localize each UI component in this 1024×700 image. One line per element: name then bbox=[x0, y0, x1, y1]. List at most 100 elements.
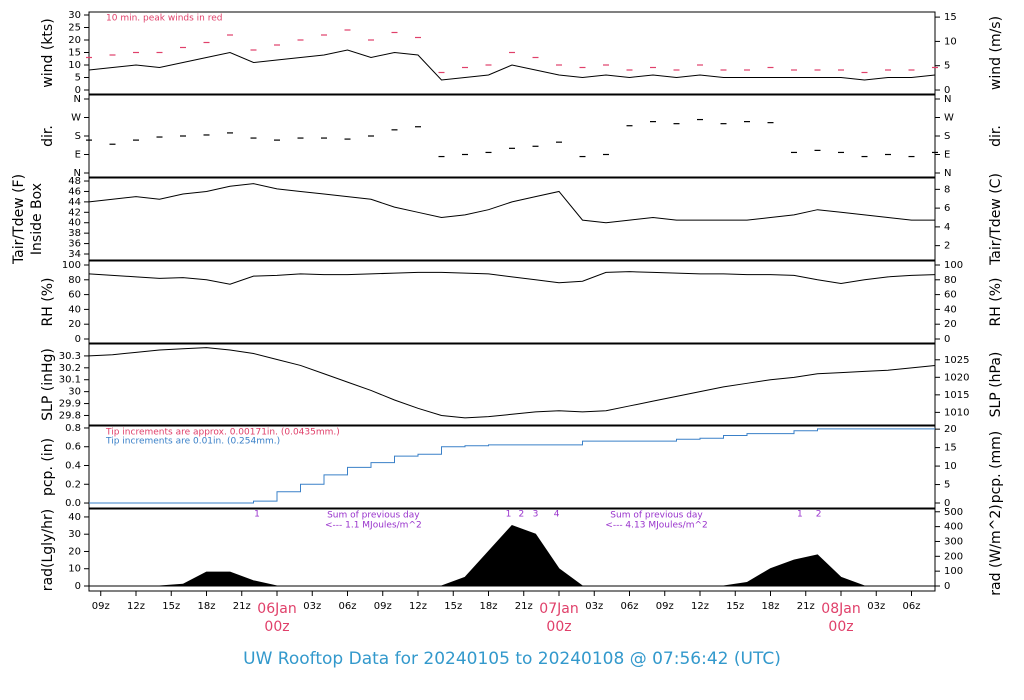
y-tick-label: 36 bbox=[68, 239, 81, 250]
area bbox=[89, 524, 935, 587]
y-tick-label: 0.4 bbox=[65, 460, 81, 471]
y-tick-label: E bbox=[75, 149, 81, 160]
x-tick-label: 21z bbox=[233, 601, 251, 612]
y2-tick-label: 0 bbox=[944, 334, 950, 345]
y2-tick-label: 15 bbox=[944, 443, 957, 454]
x-tick-label: 18z bbox=[762, 601, 780, 612]
y-tick-label: 30 bbox=[68, 387, 81, 398]
y2-tick-label: 300 bbox=[944, 536, 963, 547]
y2-axis-label: Tair/Tdew (C) bbox=[988, 173, 1004, 266]
marker-label: 1 bbox=[254, 510, 260, 520]
y-tick-label: 20 bbox=[68, 35, 81, 46]
x-tick-label: 03z bbox=[303, 601, 321, 612]
y2-axis-label: RH (%) bbox=[988, 278, 1004, 327]
y2-axis-label: wind (m/s) bbox=[988, 16, 1004, 90]
x-tick-label: 15z bbox=[726, 601, 744, 612]
x-tick-label: 03z bbox=[867, 601, 885, 612]
panel-frame bbox=[88, 508, 936, 592]
note: Sum of previous day bbox=[327, 511, 420, 521]
panel-frame bbox=[88, 425, 936, 509]
day-tick-label: 00z bbox=[264, 619, 289, 635]
annotation: Tip increments are 0.01in. (0.254mm.) bbox=[105, 437, 280, 447]
y-tick-label: 25 bbox=[68, 23, 81, 34]
y2-tick-label: W bbox=[944, 113, 954, 124]
marker-label: 4 bbox=[554, 510, 560, 520]
y-tick-label: W bbox=[71, 113, 81, 124]
annotation: 10 min. peak winds in red bbox=[106, 14, 223, 24]
line bbox=[88, 49, 936, 81]
y-tick-label: 46 bbox=[68, 186, 81, 197]
y2-tick-label: 0 bbox=[944, 498, 950, 509]
x-tick-label: 15z bbox=[444, 601, 462, 612]
note: Sum of previous day bbox=[610, 511, 703, 521]
y-tick-label: S bbox=[75, 131, 81, 142]
marker-label: 3 bbox=[533, 510, 539, 520]
panel-frame bbox=[88, 343, 936, 426]
y2-tick-label: 0 bbox=[944, 85, 950, 96]
y-tick-label: 0.2 bbox=[65, 479, 81, 490]
line bbox=[88, 271, 936, 285]
x-tick-label: 09z bbox=[656, 601, 674, 612]
y-tick-label: 0.8 bbox=[65, 423, 81, 434]
y2-tick-label: 1020 bbox=[944, 372, 969, 383]
y2-axis-label: SLP (hPa) bbox=[988, 352, 1004, 418]
y-tick-label: 0 bbox=[75, 85, 81, 96]
y-tick-label: 38 bbox=[68, 228, 81, 239]
y2-tick-label: N bbox=[944, 168, 951, 179]
y-tick-label: 10 bbox=[68, 60, 81, 71]
day-tick-label: 00z bbox=[828, 619, 853, 635]
y-tick-label: N bbox=[74, 168, 81, 179]
y2-axis-label: dir. bbox=[988, 125, 1004, 147]
y-axis-label: RH (%) bbox=[40, 278, 56, 327]
y-axis-label: pcp. (in) bbox=[40, 438, 56, 496]
panel-frame bbox=[88, 260, 936, 344]
y2-tick-label: 100 bbox=[944, 566, 963, 577]
y2-tick-label: 1010 bbox=[944, 407, 969, 418]
day-tick-date: 06Jan bbox=[257, 601, 296, 617]
y-tick-label: 30.2 bbox=[59, 363, 81, 374]
y2-tick-label: 2 bbox=[944, 241, 950, 252]
marker-label: 1 bbox=[506, 510, 512, 520]
y-tick-label: 30 bbox=[68, 10, 81, 21]
y-tick-label: 42 bbox=[68, 207, 81, 218]
y-tick-label: 40 bbox=[68, 512, 81, 523]
y-tick-label: 20 bbox=[68, 319, 81, 330]
x-tick-label: 06z bbox=[903, 601, 921, 612]
x-tick-label: 06z bbox=[339, 601, 357, 612]
x-tick-label: 09z bbox=[374, 601, 392, 612]
y2-tick-label: 20 bbox=[944, 424, 957, 435]
y2-tick-label: 10 bbox=[944, 461, 957, 472]
y-axis-label: dir. bbox=[40, 125, 56, 147]
y-axis-label: wind (kts) bbox=[40, 18, 56, 87]
y-tick-label: 100 bbox=[62, 260, 81, 271]
y2-axis-label: rad (W/m^2) bbox=[988, 504, 1004, 595]
y2-tick-label: 1015 bbox=[944, 390, 969, 401]
marker-label: 2 bbox=[519, 510, 525, 520]
y2-tick-label: 0 bbox=[944, 581, 950, 592]
y2-tick-label: S bbox=[944, 131, 950, 142]
y-tick-label: N bbox=[74, 94, 81, 105]
y2-tick-label: 80 bbox=[944, 275, 957, 286]
line bbox=[89, 428, 935, 504]
x-tick-label: 12z bbox=[691, 601, 709, 612]
y-tick-label: 5 bbox=[75, 73, 81, 84]
y-tick-label: 10 bbox=[68, 564, 81, 575]
y-tick-label: 80 bbox=[68, 275, 81, 286]
y-tick-label: 20 bbox=[68, 546, 81, 557]
y2-tick-label: 4 bbox=[944, 222, 950, 233]
chart-title: UW Rooftop Data for 20240105 to 20240108… bbox=[243, 649, 781, 669]
annotation: Tip increments are approx. 0.00171in. (0… bbox=[105, 428, 340, 438]
y2-tick-label: 40 bbox=[944, 304, 957, 315]
x-tick-label: 06z bbox=[621, 601, 639, 612]
y-tick-label: 0 bbox=[75, 334, 81, 345]
x-tick-label: 18z bbox=[198, 601, 216, 612]
x-tick-label: 12z bbox=[127, 601, 145, 612]
y-tick-label: 40 bbox=[68, 218, 81, 229]
y2-tick-label: 100 bbox=[944, 260, 963, 271]
y2-tick-label: 400 bbox=[944, 522, 963, 533]
y2-tick-label: N bbox=[944, 94, 951, 105]
y-tick-label: 29.9 bbox=[59, 399, 81, 410]
y2-axis-label: pcp. (mm) bbox=[988, 431, 1004, 504]
y2-tick-label: 1025 bbox=[944, 355, 969, 366]
